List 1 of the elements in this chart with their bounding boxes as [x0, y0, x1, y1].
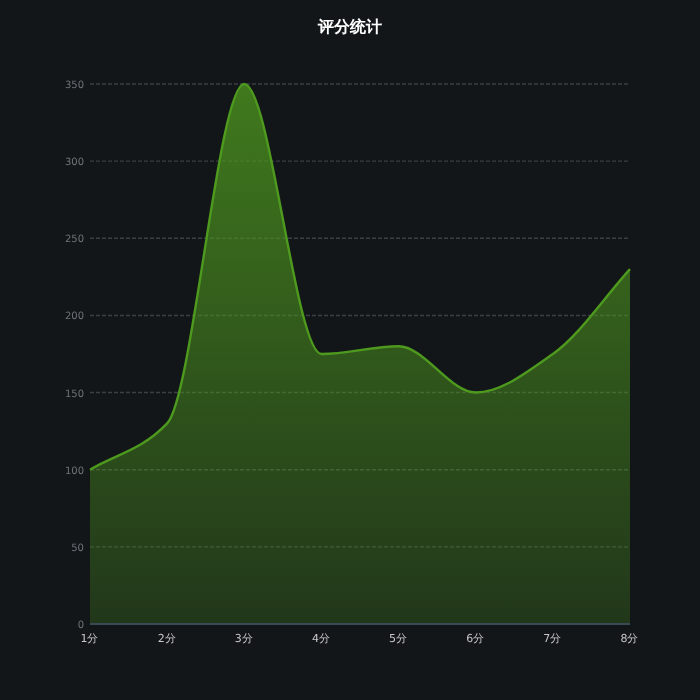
chart-title: 评分统计 [316, 18, 382, 36]
